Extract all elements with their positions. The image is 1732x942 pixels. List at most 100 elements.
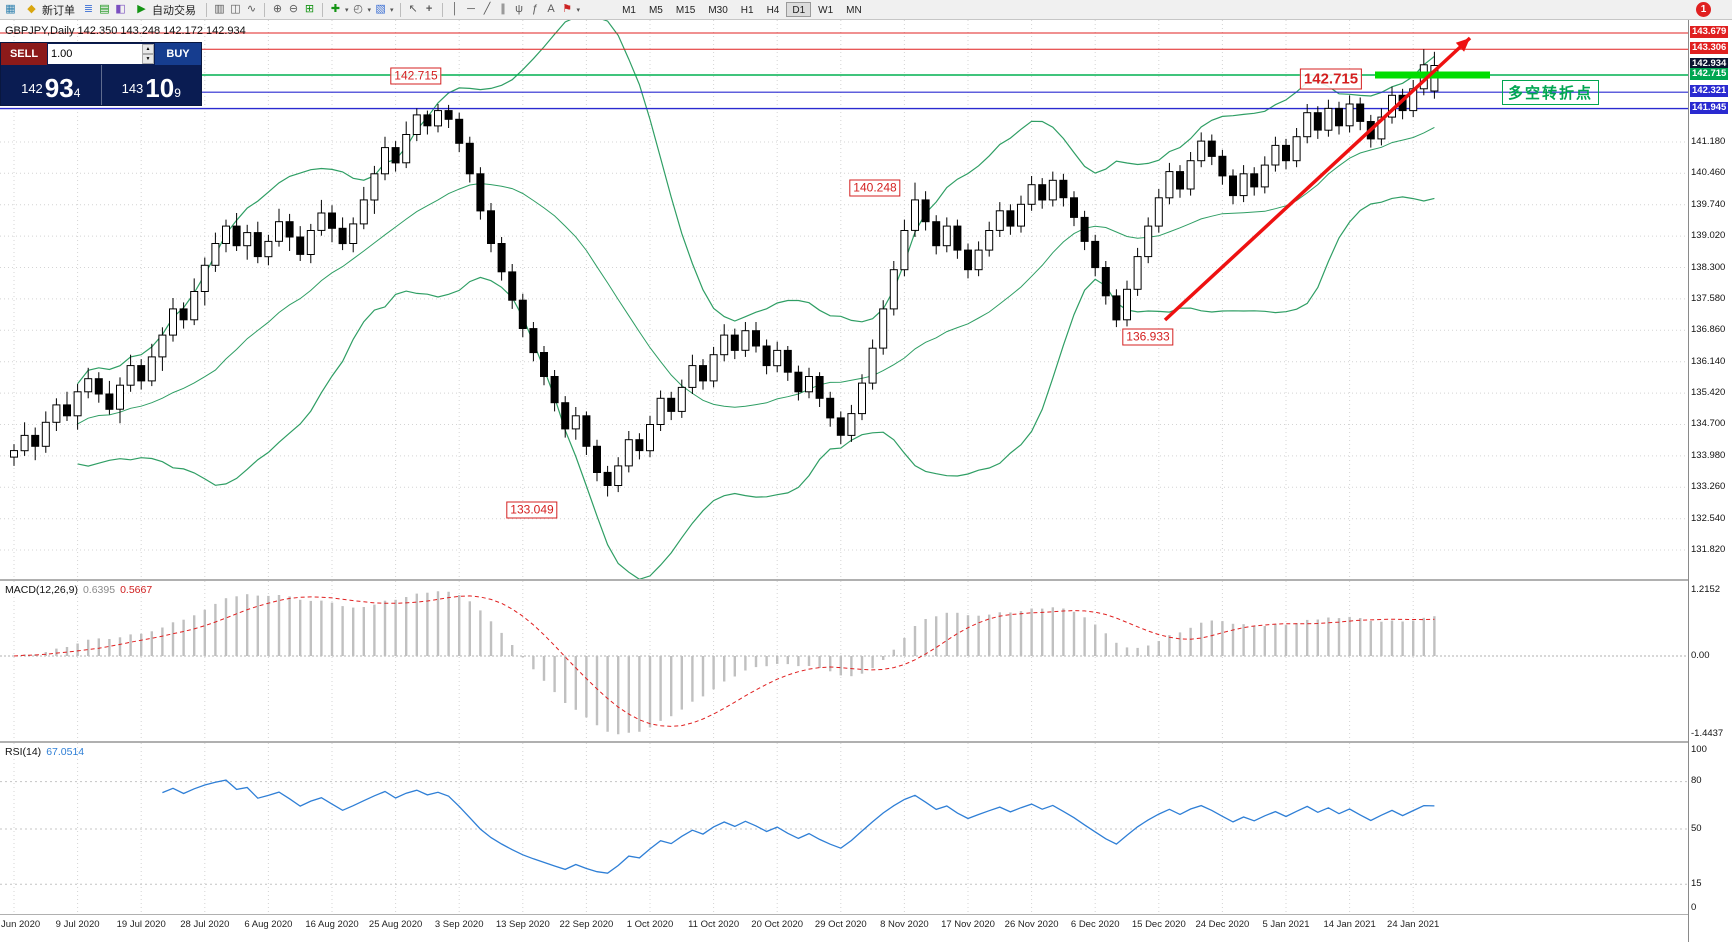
trendline-icon[interactable]: ╱	[483, 3, 491, 15]
horizontal-line-icon[interactable]: ─	[467, 3, 475, 15]
panel-separator[interactable]	[0, 741, 1732, 743]
timeframe-m30[interactable]: M30	[702, 2, 733, 17]
candle-body	[635, 439, 644, 452]
dropdown-caret[interactable]: ▾	[345, 6, 349, 14]
main-chart-canvas[interactable]	[0, 20, 1688, 579]
candle-body	[84, 378, 93, 393]
navigator-icon[interactable]: ◧	[115, 3, 126, 15]
rsi-line	[162, 779, 1435, 874]
price-annotation[interactable]: 140.248	[849, 179, 901, 197]
timeframe-h4[interactable]: H4	[761, 2, 786, 17]
candle-body	[730, 334, 739, 351]
price-axis-label: 134.700	[1691, 418, 1726, 430]
ask-price[interactable]: 143 10 9	[102, 65, 202, 105]
indicators-icon[interactable]: ✚	[330, 3, 341, 15]
date-axis-label: 8 Nov 2020	[880, 919, 929, 930]
timeframe-m1[interactable]: M1	[616, 2, 642, 17]
notification-badge[interactable]: 1	[1696, 2, 1711, 17]
date-axis-label: 30 Jun 2020	[0, 919, 41, 930]
bollinger-lower-band	[77, 196, 1435, 579]
price-annotation[interactable]: 136.933	[1122, 328, 1174, 346]
dropdown-caret[interactable]: ▾	[367, 6, 372, 14]
text-tool-icon[interactable]: A	[547, 3, 555, 15]
dropdown-caret[interactable]: ▾	[576, 6, 581, 14]
timeframe-mn[interactable]: MN	[840, 2, 868, 17]
candle-body	[190, 291, 199, 321]
price-annotation[interactable]: 142.715	[1299, 68, 1363, 90]
candle-body	[836, 417, 845, 436]
trend-arrow-head[interactable]	[1455, 38, 1470, 52]
data-window-icon[interactable]: ▤	[99, 3, 110, 15]
new-order-button[interactable]: ◆ 新订单	[19, 1, 80, 18]
candle-body	[1070, 197, 1078, 218]
bid-price[interactable]: 142 93 4	[1, 65, 102, 105]
templates-icon[interactable]: ▧	[375, 3, 386, 15]
candle-body	[126, 365, 135, 386]
timeframe-h1[interactable]: H1	[735, 2, 760, 17]
candle-body	[1038, 184, 1047, 201]
panel-separator[interactable]	[0, 579, 1732, 581]
market-watch-icon[interactable]: ≣	[83, 3, 94, 15]
price-line-badge[interactable]: 142.715	[1690, 68, 1729, 81]
macd-panel-canvas[interactable]	[0, 581, 1688, 741]
price-annotation[interactable]: 142.715	[390, 67, 442, 85]
price-line-badge[interactable]: 143.306	[1690, 42, 1729, 55]
turning-point-note[interactable]: 多空转折点	[1502, 80, 1600, 105]
candle-body	[1133, 256, 1142, 290]
volume-increase-button[interactable]: ▲	[142, 44, 154, 54]
candle-body	[465, 142, 474, 175]
bar-chart-icon[interactable]: ▥	[214, 3, 225, 15]
candle-body	[1197, 140, 1206, 162]
zoom-out-icon[interactable]: ⊖	[288, 3, 299, 15]
periods-icon[interactable]: ◴	[353, 3, 363, 15]
candle-body	[868, 347, 877, 384]
candle-body	[147, 356, 156, 382]
date-axis-label: 26 Nov 2020	[1004, 919, 1059, 930]
cursor-icon[interactable]: ↖	[408, 3, 418, 15]
timeframe-m5[interactable]: M5	[643, 2, 669, 17]
chart-title: GBPJPY,Daily 142.350 143.248 142.172 142…	[5, 25, 246, 37]
date-axis-label: 29 Oct 2020	[814, 919, 867, 930]
candle-body	[858, 382, 866, 415]
price-line-badge[interactable]: 142.934	[1690, 58, 1729, 71]
fibonacci-icon[interactable]: ƒ	[531, 3, 539, 15]
price-annotation[interactable]: 133.049	[506, 501, 558, 519]
volume-decrease-button[interactable]: ▼	[142, 54, 154, 64]
tile-windows-icon[interactable]: ⊞	[304, 3, 315, 15]
crosshair-icon[interactable]: +	[425, 3, 433, 15]
candle-body	[582, 415, 591, 447]
line-chart-icon[interactable]: ∿	[246, 3, 257, 15]
macd-axis-label: 1.2152	[1691, 584, 1721, 595]
rsi-panel-canvas[interactable]	[0, 743, 1688, 914]
toolbar-separator	[399, 2, 401, 17]
candle-body	[540, 352, 548, 377]
date-axis[interactable]: 30 Jun 2020 9 Jul 2020 19 Jul 2020 28 Jul 2…	[0, 914, 1688, 942]
zoom-in-icon[interactable]: ⊕	[272, 3, 283, 15]
price-line-badge[interactable]: 142.321	[1690, 85, 1729, 98]
candle-body	[1345, 103, 1354, 127]
volume-input[interactable]	[48, 48, 142, 60]
dropdown-caret[interactable]: ▾	[390, 6, 394, 14]
trend-arrow-line[interactable]	[1163, 36, 1472, 322]
vertical-line-icon[interactable]: │	[451, 3, 459, 15]
chart-window-icon[interactable]: ▦	[5, 3, 16, 15]
arrow-tool-icon[interactable]: ⚑	[562, 3, 572, 15]
buy-button[interactable]: BUY	[155, 43, 201, 65]
candlestick-chart-icon[interactable]: ◫	[230, 3, 241, 15]
macd-signal-line	[13, 595, 1435, 727]
timeframe-d1[interactable]: D1	[786, 2, 812, 17]
timeframe-m15[interactable]: M15	[670, 2, 701, 17]
pitchfork-icon[interactable]: ψ	[515, 3, 523, 15]
sell-button[interactable]: SELL	[1, 43, 47, 65]
price-line-badge[interactable]: 141.945	[1690, 101, 1729, 114]
candle-body	[476, 173, 485, 212]
price-axis-label: 133.260	[1691, 481, 1726, 493]
channel-icon[interactable]: ∥	[500, 3, 506, 15]
price-line-badge[interactable]: 143.679	[1690, 25, 1729, 38]
price-axis[interactable]: 141.180 140.460 139.740 139.020 138.300 137.5…	[1688, 20, 1732, 942]
auto-trading-icon: ▶	[137, 3, 146, 15]
bid-big-digits: 93	[44, 73, 74, 103]
timeframe-w1[interactable]: W1	[812, 2, 839, 17]
auto-trading-button[interactable]: ▶ 自动交易	[129, 1, 201, 18]
